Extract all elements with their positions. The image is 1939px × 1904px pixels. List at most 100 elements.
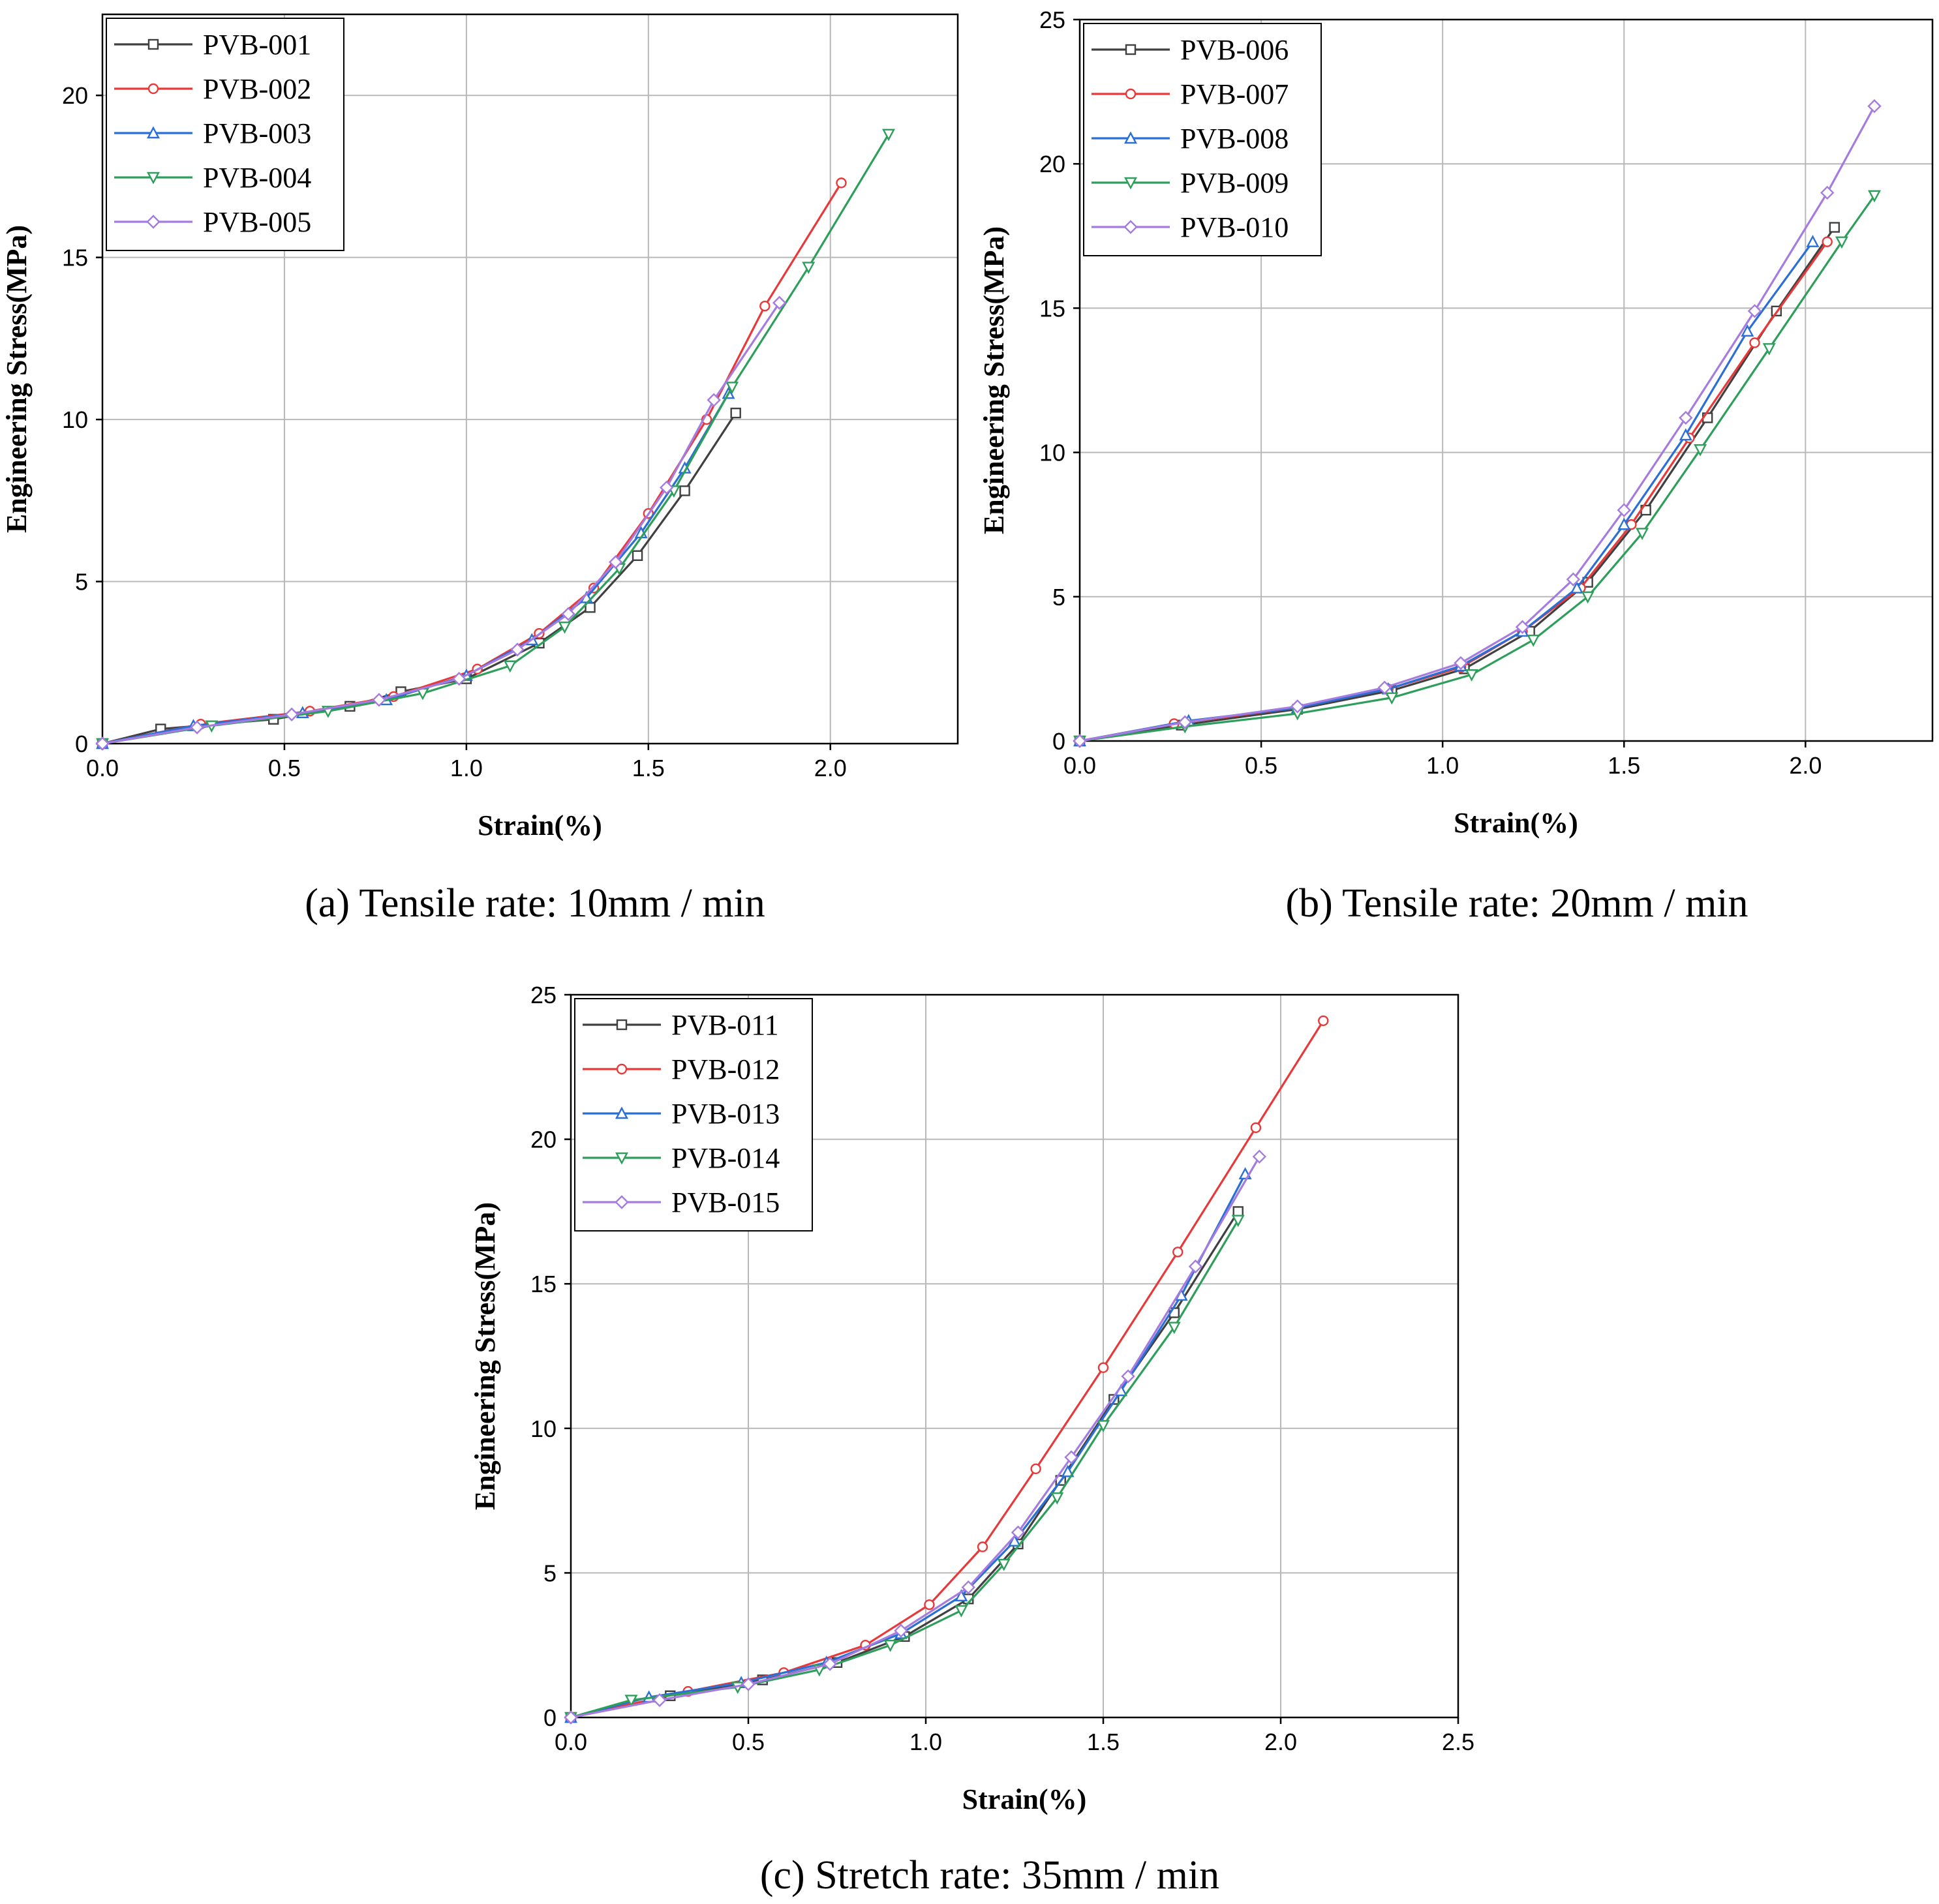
data-point: [608, 555, 623, 569]
x-tick-label: 1.0: [450, 755, 483, 781]
data-point: [1232, 1206, 1244, 1217]
data-point: [1820, 185, 1835, 200]
data-point: [652, 1693, 667, 1708]
chart-panel-1: 0.0 0.5 1.0 1.5 2.0 0 5 10 15 20 Strain(%) Engineer…: [1, 13, 959, 926]
legend-label: PVB-003: [203, 117, 311, 149]
y-tick-label: 20: [530, 1126, 557, 1153]
data-point: [1741, 324, 1754, 337]
legend-label: PVB-015: [671, 1186, 780, 1218]
data-point: [1617, 517, 1631, 530]
plot-frame: [570, 993, 1459, 1719]
y-tick-label: 15: [530, 1271, 557, 1297]
data-point: [284, 707, 299, 721]
data-point: [660, 480, 674, 495]
x-tick-label: 0.0: [1063, 752, 1096, 779]
legend-swatch-marker: [146, 215, 160, 229]
x-axis-title: Strain(%): [478, 809, 602, 841]
data-point: [1385, 692, 1399, 705]
series-PVB-001: [97, 407, 741, 749]
data-point: [823, 1657, 837, 1671]
data-point: [558, 621, 572, 634]
series-line: [1079, 105, 1876, 742]
data-point: [836, 177, 847, 189]
data-point: [372, 693, 386, 707]
data-point: [561, 607, 575, 621]
x-tick-label: 2.0: [1789, 752, 1822, 779]
figure-caption: (c) Stretch rate: 35mm / min: [760, 1853, 1219, 1897]
data-point: [954, 1589, 968, 1602]
data-point: [1835, 236, 1848, 249]
data-point: [772, 295, 787, 310]
data-point: [1061, 1464, 1075, 1477]
y-tick-label: 0: [1052, 728, 1065, 755]
legend: PVB-006 PVB-007 PVB-008 PVB-009 PVB-010: [1083, 23, 1322, 256]
y-tick-label: 10: [1039, 440, 1065, 466]
series-line: [1079, 194, 1876, 742]
y-tick-label: 5: [543, 1560, 557, 1586]
data-point: [1097, 1420, 1110, 1432]
data-point: [924, 1599, 935, 1610]
data-point: [961, 1580, 975, 1595]
series-PVB-008: [1073, 235, 1820, 747]
y-tick-label: 25: [1039, 7, 1065, 33]
data-point: [1188, 1259, 1203, 1274]
legend-swatch-marker: [1124, 177, 1137, 190]
y-tick-label: 20: [62, 82, 88, 109]
data-point: [730, 407, 741, 419]
legend-swatch-marker: [616, 1019, 628, 1031]
series-PVB-002: [97, 177, 847, 749]
data-point: [1250, 1122, 1262, 1134]
data-point: [452, 671, 466, 686]
data-point: [1121, 1369, 1135, 1383]
figure-caption: (b) Tensile rate: 20mm / min: [1285, 881, 1748, 926]
legend-label: PVB-005: [203, 206, 311, 238]
data-point: [1252, 1149, 1267, 1164]
plot-frame: [101, 13, 959, 745]
series-line: [102, 182, 842, 745]
data-point: [1454, 656, 1468, 671]
data-point: [759, 301, 771, 312]
data-point: [624, 1695, 638, 1707]
y-tick-label: 0: [75, 731, 88, 757]
data-point: [679, 485, 690, 496]
series-PVB-005: [95, 295, 787, 751]
y-tick-label: 5: [1052, 584, 1065, 611]
data-point: [1073, 734, 1087, 748]
legend-label: PVB-006: [1180, 34, 1289, 66]
chart-panel-3: 0.0 0.5 1.0 1.5 2.0 2.5 0 5 10 15 20 25 Strain(%) Eng…: [469, 982, 1474, 1897]
series-PVB-010: [1073, 99, 1882, 748]
data-point: [1377, 680, 1392, 695]
data-point: [564, 1710, 578, 1725]
legend-swatch-marker: [1124, 131, 1137, 144]
legend-swatch-marker: [1123, 220, 1138, 234]
data-point: [1178, 715, 1192, 729]
x-axis-title: Strain(%): [962, 1783, 1087, 1815]
x-tick-label: 1.0: [1426, 752, 1459, 779]
x-tick-label: 2.0: [1264, 1729, 1297, 1755]
data-point: [741, 1677, 756, 1691]
series-PVB-014: [564, 1215, 1245, 1725]
data-point: [1581, 591, 1595, 604]
y-tick-label: 10: [530, 1415, 557, 1442]
x-tick-label: 1.5: [1608, 752, 1640, 779]
chart-panel-2: 0.0 0.5 1.0 1.5 2.0 0 5 10 15 20 25 Strain(%) Engine…: [978, 7, 1934, 926]
legend-swatch-marker: [147, 172, 160, 185]
y-axis-title: Engineering Stress(MPa): [1, 225, 33, 533]
series-PVB-009: [1073, 190, 1882, 748]
x-tick-label: 0.5: [1245, 752, 1277, 779]
plot-frame: [1078, 18, 1934, 742]
data-point: [632, 550, 643, 562]
data-point: [1172, 1247, 1183, 1258]
legend-swatch-marker: [1125, 44, 1137, 55]
data-point: [1806, 235, 1820, 247]
y-tick-label: 25: [530, 982, 557, 1008]
data-point: [1749, 337, 1760, 348]
x-tick-label: 0.5: [268, 755, 301, 781]
legend-swatch-marker: [615, 1152, 628, 1165]
data-point: [1290, 699, 1305, 714]
legend-swatch-marker: [1125, 88, 1137, 100]
data-point: [1465, 669, 1478, 682]
legend-label: PVB-014: [671, 1142, 780, 1174]
data-point: [1636, 528, 1649, 541]
data-point: [95, 736, 110, 751]
